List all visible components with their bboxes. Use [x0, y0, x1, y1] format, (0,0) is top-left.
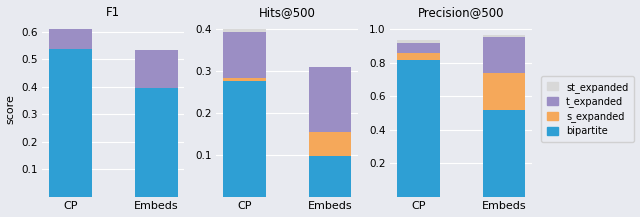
Bar	[397, 53, 440, 59]
Title: Hits@500: Hits@500	[259, 6, 316, 19]
Bar	[483, 35, 525, 37]
Bar	[308, 156, 351, 197]
Bar	[134, 50, 177, 88]
Bar	[223, 32, 266, 78]
Bar	[483, 110, 525, 197]
Y-axis label: score: score	[6, 94, 15, 124]
Bar	[483, 37, 525, 73]
Bar	[49, 49, 92, 197]
Bar	[49, 28, 92, 29]
Bar	[223, 30, 266, 32]
Title: F1: F1	[106, 6, 120, 19]
Legend: st_expanded, t_expanded, s_expanded, bipartite: st_expanded, t_expanded, s_expanded, bip…	[541, 76, 634, 142]
Bar	[397, 43, 440, 53]
Bar	[483, 73, 525, 110]
Bar	[134, 88, 177, 197]
Title: Precision@500: Precision@500	[418, 6, 504, 19]
Bar	[223, 78, 266, 81]
Bar	[223, 81, 266, 197]
Bar	[397, 59, 440, 197]
Bar	[397, 40, 440, 43]
Bar	[308, 132, 351, 156]
Bar	[308, 67, 351, 132]
Bar	[49, 29, 92, 49]
